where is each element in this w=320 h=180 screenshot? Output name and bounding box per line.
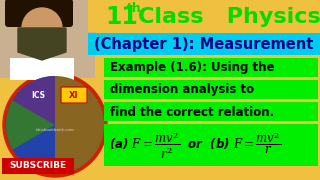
FancyBboxPatch shape — [5, 0, 73, 27]
FancyBboxPatch shape — [88, 33, 320, 55]
Polygon shape — [18, 28, 66, 60]
FancyBboxPatch shape — [104, 102, 318, 121]
Text: XI: XI — [69, 91, 79, 100]
Text: (Chapter 1): Measurement: (Chapter 1): Measurement — [94, 37, 314, 51]
FancyBboxPatch shape — [88, 0, 320, 32]
Circle shape — [22, 8, 62, 48]
Text: ICS: ICS — [31, 91, 45, 100]
Text: dimension analysis to: dimension analysis to — [110, 84, 254, 96]
Text: 11: 11 — [105, 5, 138, 29]
Text: idrisbookbank.com: idrisbookbank.com — [36, 128, 75, 132]
Text: th: th — [127, 3, 142, 15]
Text: Example (1.6): Using the: Example (1.6): Using the — [110, 62, 275, 75]
FancyBboxPatch shape — [104, 124, 318, 166]
Wedge shape — [6, 76, 55, 174]
Text: (a) $F = \dfrac{mv^2}{r^2}$  or  (b) $F = \dfrac{mv^2}{r}$: (a) $F = \dfrac{mv^2}{r^2}$ or (b) $F = … — [109, 129, 282, 161]
Wedge shape — [6, 100, 55, 150]
FancyBboxPatch shape — [0, 0, 95, 78]
FancyBboxPatch shape — [104, 80, 318, 99]
Text: Class   Physics   KPK: Class Physics KPK — [138, 7, 320, 27]
Wedge shape — [9, 76, 55, 125]
FancyBboxPatch shape — [2, 158, 74, 174]
Circle shape — [3, 73, 107, 177]
Wedge shape — [55, 76, 104, 174]
Text: SUBSCRIBE: SUBSCRIBE — [9, 161, 67, 170]
Text: find the correct relation.: find the correct relation. — [110, 105, 274, 118]
FancyBboxPatch shape — [10, 58, 74, 80]
FancyBboxPatch shape — [104, 58, 318, 77]
FancyBboxPatch shape — [61, 87, 87, 103]
